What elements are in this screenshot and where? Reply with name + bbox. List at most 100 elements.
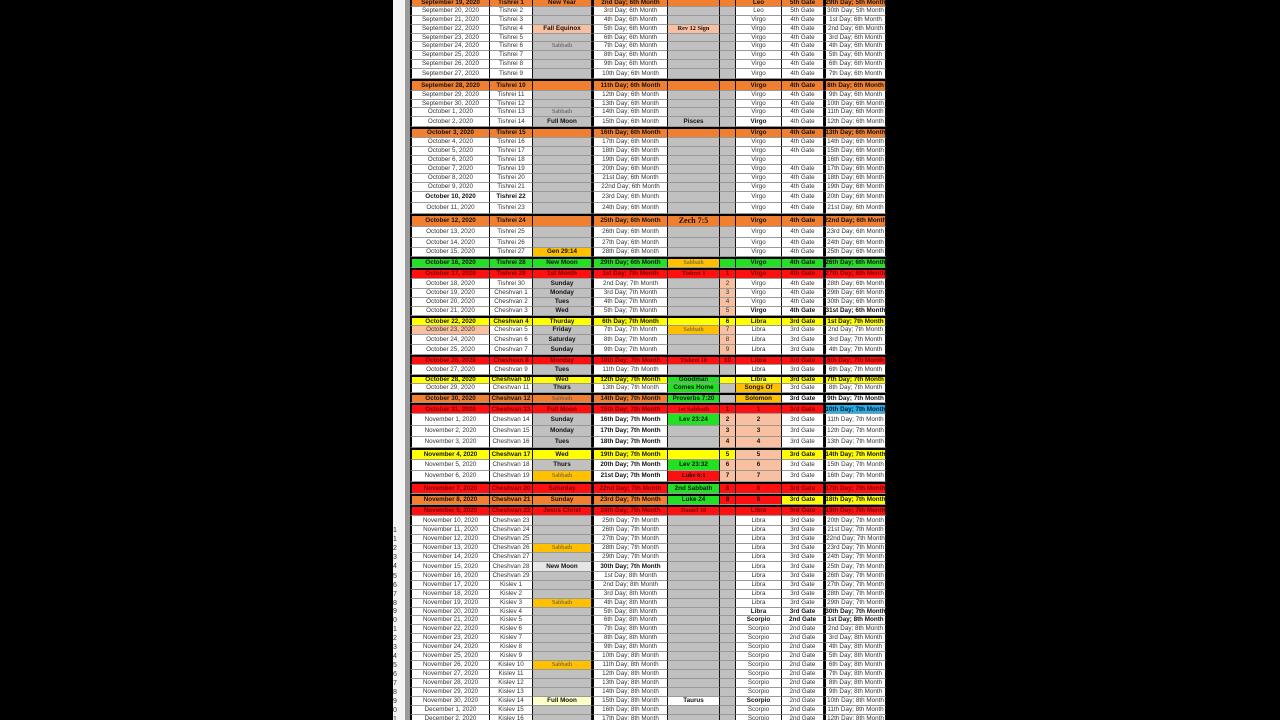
cell-zodiac-sign[interactable]: Virgo <box>736 216 782 227</box>
cell-zodiac-sign[interactable]: 3 <box>736 425 782 437</box>
cell-gate[interactable]: 4th Gate <box>782 108 824 117</box>
row-number[interactable]: 2 <box>393 634 397 642</box>
row-number[interactable]: 7 <box>393 590 397 598</box>
cell-zodiac-sign[interactable]: Virgo <box>736 108 782 117</box>
cell-event[interactable] <box>533 678 592 688</box>
cell-event[interactable] <box>533 6 592 16</box>
cell-count[interactable]: 9 <box>720 344 736 355</box>
cell-alt-day-of-month[interactable]: 26th Day; 6th Month <box>824 259 886 268</box>
cell-count[interactable] <box>720 42 736 51</box>
cell-hebrew-date[interactable]: Tishrei 5 <box>490 33 533 42</box>
cell-zodiac-sign[interactable]: Virgo <box>736 116 782 127</box>
cell-day-of-month[interactable]: 16th Day; 8th Month <box>592 705 668 715</box>
cell-gate[interactable]: 3rd Gate <box>782 484 824 494</box>
cell-count[interactable] <box>720 90 736 100</box>
cell-scripture-note[interactable] <box>668 182 720 192</box>
cell-date[interactable]: October 1, 2020 <box>410 108 490 117</box>
cell-count[interactable] <box>720 571 736 581</box>
cell-hebrew-date[interactable]: Tishrei 11 <box>490 90 533 100</box>
cell-gate[interactable]: 3rd Gate <box>782 552 824 562</box>
cell-day-of-month[interactable]: 14th Day; 7th Month <box>592 395 668 403</box>
cell-zodiac-sign[interactable]: 1 <box>736 405 782 414</box>
cell-date[interactable]: October 17, 2020 <box>410 269 490 279</box>
cell-day-of-month[interactable]: 23rd Day; 6th Month <box>592 192 668 203</box>
cell-date[interactable]: October 4, 2020 <box>410 137 490 147</box>
cell-count[interactable] <box>720 365 736 375</box>
cell-gate[interactable]: 4th Gate <box>782 173 824 183</box>
cell-alt-day-of-month[interactable]: 25th Day; 7th Month <box>824 562 886 572</box>
cell-gate[interactable]: 4th Gate <box>782 306 824 316</box>
cell-date[interactable]: November 18, 2020 <box>410 589 490 599</box>
cell-scripture-note[interactable]: Lev 23:24 <box>668 414 720 426</box>
cell-date[interactable]: October 22, 2020 <box>410 318 490 326</box>
cell-event[interactable] <box>533 607 592 616</box>
cell-event[interactable] <box>533 50 592 60</box>
cell-date[interactable]: November 26, 2020 <box>410 660 490 670</box>
row-number[interactable]: 3 <box>393 553 397 561</box>
cell-alt-day-of-month[interactable]: 8th Day; 6th Month <box>824 81 886 91</box>
cell-alt-day-of-month[interactable]: 30th Day; 6th Month <box>824 297 886 307</box>
cell-zodiac-sign[interactable]: Virgo <box>736 90 782 100</box>
cell-hebrew-date[interactable]: Cheshvan 4 <box>490 318 533 326</box>
cell-alt-day-of-month[interactable]: 5th Day; 7th Month <box>824 356 886 365</box>
row-number[interactable]: 0 <box>393 616 397 624</box>
cell-scripture-note[interactable]: Pisces <box>668 116 720 127</box>
cell-event[interactable]: Sabbath <box>533 42 592 51</box>
cell-event[interactable] <box>533 571 592 581</box>
cell-date[interactable]: October 23, 2020 <box>410 325 490 335</box>
cell-zodiac-sign[interactable]: Virgo <box>736 238 782 248</box>
cell-zodiac-sign[interactable]: Scorpio <box>736 651 782 661</box>
cell-alt-day-of-month[interactable]: 30th Day; 7th Month <box>824 607 886 616</box>
cell-date[interactable]: September 29, 2020 <box>410 90 490 100</box>
cell-date[interactable]: November 1, 2020 <box>410 414 490 426</box>
cell-gate[interactable]: 2nd Gate <box>782 705 824 715</box>
cell-count[interactable]: 2 <box>720 278 736 289</box>
cell-scripture-note[interactable] <box>668 288 720 298</box>
cell-day-of-month[interactable]: 15th Day; 6th Month <box>592 116 668 127</box>
cell-scripture-note[interactable] <box>668 50 720 60</box>
cell-scripture-note[interactable] <box>668 344 720 355</box>
cell-gate[interactable]: 4th Gate <box>782 269 824 279</box>
cell-hebrew-date[interactable]: Cheshvan 5 <box>490 325 533 335</box>
cell-gate[interactable]: 2nd Gate <box>782 651 824 661</box>
cell-zodiac-sign[interactable]: Scorpio <box>736 687 782 697</box>
cell-scripture-note[interactable] <box>668 247 720 257</box>
cell-gate[interactable]: 4th Gate <box>782 238 824 248</box>
cell-day-of-month[interactable]: 7th Day; 6th Month <box>592 42 668 51</box>
cell-count[interactable] <box>720 128 736 138</box>
cell-alt-day-of-month[interactable]: 10th Day; 7th Month <box>824 405 886 414</box>
cell-hebrew-date[interactable]: Tishrei 19 <box>490 164 533 174</box>
cell-day-of-month[interactable]: 23rd Day; 7th Month <box>592 495 668 505</box>
cell-day-of-month[interactable]: 10th Day; 7th Month <box>592 356 668 365</box>
cell-day-of-month[interactable]: 6th Day; 8th Month <box>592 616 668 625</box>
cell-scripture-note[interactable] <box>668 202 720 214</box>
cell-date[interactable]: September 21, 2020 <box>410 15 490 25</box>
row-header-column[interactable] <box>393 0 405 720</box>
cell-hebrew-date[interactable]: Tishrei 17 <box>490 147 533 156</box>
cell-event[interactable]: Wed <box>533 450 592 460</box>
cell-count[interactable] <box>720 589 736 599</box>
cell-gate[interactable]: 3rd Gate <box>782 344 824 355</box>
cell-date[interactable]: October 20, 2020 <box>410 297 490 307</box>
cell-scripture-note[interactable] <box>668 90 720 100</box>
cell-hebrew-date[interactable]: Cheshvan 18 <box>490 459 533 471</box>
cell-hebrew-date[interactable]: Tishrei 18 <box>490 155 533 165</box>
cell-scripture-note[interactable] <box>668 42 720 51</box>
row-number[interactable]: 6 <box>393 670 397 678</box>
cell-alt-day-of-month[interactable]: 16th Day; 6th Month <box>824 155 886 165</box>
cell-day-of-month[interactable]: 10th Day; 6th Month <box>592 68 668 79</box>
cell-scripture-note[interactable] <box>668 669 720 679</box>
cell-hebrew-date[interactable]: Tishrei 24 <box>490 216 533 227</box>
cell-day-of-month[interactable]: 3rd Day; 6th Month <box>592 6 668 16</box>
cell-zodiac-sign[interactable]: Scorpio <box>736 714 782 720</box>
cell-gate[interactable]: 4th Gate <box>782 247 824 257</box>
cell-hebrew-date[interactable]: Cheshvan 11 <box>490 383 533 393</box>
cell-scripture-note[interactable]: Sabbath <box>668 325 720 335</box>
cell-alt-day-of-month[interactable]: 24th Day; 7th Month <box>824 552 886 562</box>
cell-date[interactable]: September 19, 2020 <box>410 0 490 7</box>
cell-gate[interactable]: 4th Gate <box>782 202 824 214</box>
cell-alt-day-of-month[interactable]: 19th Day; 6th Month <box>824 182 886 192</box>
cell-scripture-note[interactable] <box>668 318 720 326</box>
cell-zodiac-sign[interactable]: Libra <box>736 515 782 526</box>
cell-alt-day-of-month[interactable]: 11th Day; 7th Month <box>824 414 886 426</box>
